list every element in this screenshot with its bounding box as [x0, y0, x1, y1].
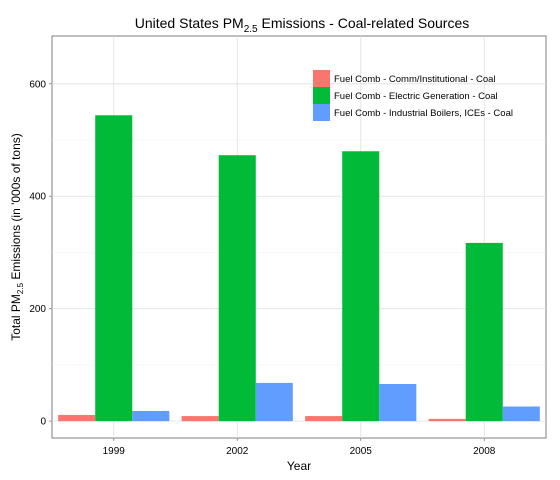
chart-title-prefix: United States PM — [135, 15, 244, 31]
y-axis-ticks: 0 200 400 600 — [29, 79, 52, 428]
y-axis-title-prefix: Total PM — [9, 294, 23, 341]
x-tick-label: 2008 — [473, 446, 496, 457]
bars — [58, 115, 540, 422]
chart-title: United States PM2.5 Emissions - Coal-rel… — [135, 15, 469, 35]
bar — [58, 414, 96, 422]
bar — [218, 155, 256, 422]
y-axis-title: Total PM2.5 Emissions (in '000s of tons) — [9, 133, 25, 341]
y-tick-label: 0 — [40, 417, 46, 428]
bar — [342, 151, 380, 422]
x-tick-label: 1999 — [103, 446, 126, 457]
bar — [305, 416, 343, 422]
legend-key — [313, 87, 330, 104]
bar — [132, 411, 170, 422]
y-tick-label: 200 — [29, 304, 46, 315]
bar — [181, 416, 219, 422]
bar — [95, 115, 133, 422]
bar — [379, 384, 417, 422]
legend-key — [313, 70, 330, 87]
bar — [465, 242, 503, 422]
y-axis-title-suffix: Emissions (in '000s of tons) — [9, 133, 23, 283]
bar — [502, 406, 540, 422]
chart-title-suffix: Emissions - Coal-related Sources — [258, 15, 470, 31]
legend-label: Fuel Comb - Electric Generation - Coal — [334, 91, 498, 102]
bar — [428, 418, 466, 422]
x-axis-ticks: 1999 2002 2005 2008 — [103, 438, 496, 457]
legend-key — [313, 104, 330, 121]
x-axis-title: Year — [287, 459, 311, 473]
legend-label: Fuel Comb - Comm/Institutional - Coal — [334, 74, 496, 85]
y-tick-label: 600 — [29, 79, 46, 90]
x-tick-label: 2005 — [350, 446, 373, 457]
x-tick-label: 2002 — [226, 446, 249, 457]
y-tick-label: 400 — [29, 192, 46, 203]
plot-panel — [51, 35, 547, 439]
chart-title-subscript: 2.5 — [244, 24, 258, 35]
bar — [255, 382, 293, 422]
legend: Fuel Comb - Comm/Institutional - Coal Fue… — [313, 70, 513, 121]
y-axis-title-subscript: 2.5 — [16, 282, 25, 294]
legend-label: Fuel Comb - Industrial Boilers, ICEs - C… — [334, 108, 513, 119]
